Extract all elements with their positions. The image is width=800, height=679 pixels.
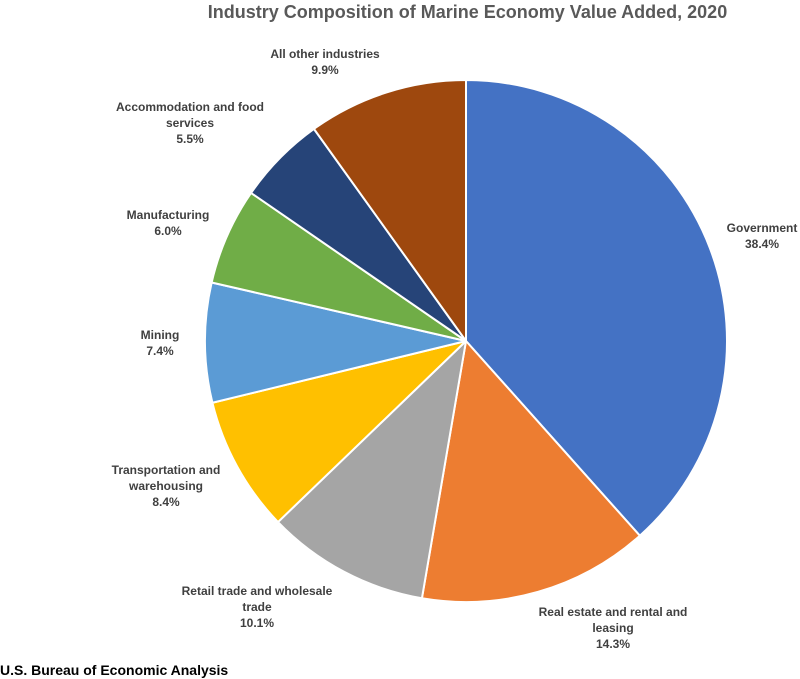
source-note: U.S. Bureau of Economic Analysis — [0, 662, 229, 678]
slice-name: Transportation and warehousing — [111, 463, 221, 493]
slice-percent: 5.5% — [176, 132, 204, 146]
slice-label-transportation: Transportation and warehousing 8.4% — [100, 462, 232, 510]
pie-slice-mining — [204, 281, 467, 404]
slice-percent: 38.4% — [744, 237, 780, 251]
pie-slice-all-other-industries — [312, 79, 467, 342]
slice-label-accommodation: Accommodation and food services 5.5% — [108, 99, 272, 147]
slice-label-real-estate: Real estate and rental and leasing 14.3% — [528, 604, 698, 652]
slice-percent: 9.9% — [311, 63, 339, 77]
slice-percent: 10.1% — [239, 616, 275, 630]
slice-label-retail-wholesale: Retail trade and wholesale trade 10.1% — [176, 583, 338, 631]
slice-label-manufacturing: Manufacturing 6.0% — [118, 207, 218, 239]
slice-name: Retail trade and wholesale trade — [181, 584, 333, 614]
slice-name: Accommodation and food services — [116, 100, 264, 130]
slice-name: Mining — [140, 328, 180, 342]
pie-slice-real-estate-and-rental-and-leasing — [420, 340, 641, 603]
slice-name: All other industries — [270, 47, 380, 61]
pie-slice-transportation-and-warehousing — [211, 340, 467, 524]
pie-slice-government — [465, 79, 728, 537]
slice-percent: 14.3% — [595, 637, 631, 651]
slice-name: Manufacturing — [126, 208, 210, 222]
pie-slice-retail-trade-and-wholesale-trade — [277, 340, 467, 600]
slice-label-government: Government 38.4% — [722, 220, 800, 252]
slice-percent: 7.4% — [146, 344, 174, 358]
slice-label-mining: Mining 7.4% — [130, 327, 190, 359]
chart-title: Industry Composition of Marine Economy V… — [207, 2, 728, 22]
slice-name: Government — [726, 221, 798, 235]
slice-name: Real estate and rental and leasing — [538, 605, 688, 635]
slice-label-all-other: All other industries 9.9% — [255, 46, 395, 78]
slice-percent: 8.4% — [152, 495, 180, 509]
slice-percent: 6.0% — [154, 224, 182, 238]
